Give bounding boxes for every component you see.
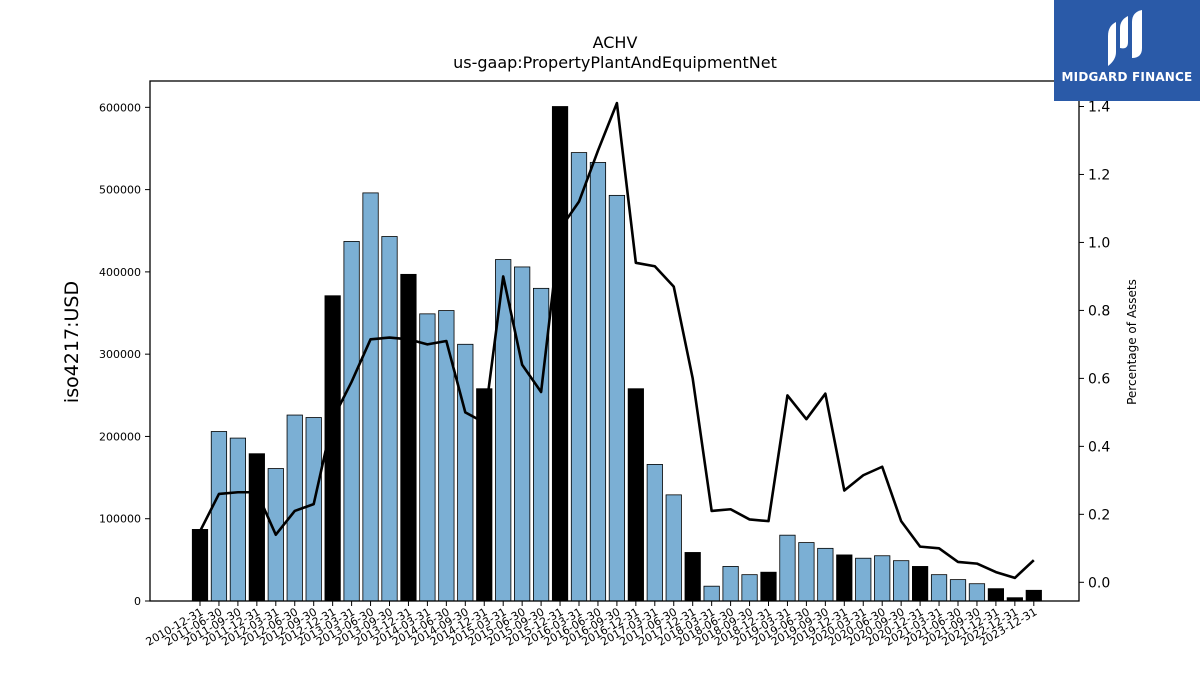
- y2-tick-label: 0.8: [1088, 303, 1110, 319]
- bar-series: [191, 106, 1042, 602]
- bar: [457, 343, 474, 602]
- bar: [893, 560, 910, 602]
- bar: [248, 453, 265, 602]
- bar: [343, 241, 360, 602]
- bar: [665, 494, 682, 602]
- y-tick-label: 600000: [99, 101, 141, 114]
- bar: [930, 574, 948, 602]
- bar: [362, 192, 379, 602]
- left-axis-ticks: 0 100000 200000 300000 400000 500000 600000: [99, 101, 150, 608]
- y-tick-label: 400000: [99, 266, 141, 279]
- bar: [419, 313, 436, 602]
- y2-tick-label: 1.4: [1088, 99, 1110, 115]
- bar: [722, 566, 739, 602]
- bar: [229, 437, 246, 602]
- x-axis-ticks: 2010-12-312011-06-302011-09-302011-12-31…: [144, 601, 1039, 649]
- y-tick-label: 0: [134, 595, 141, 608]
- bar: [210, 431, 228, 602]
- bar: [381, 236, 398, 602]
- y-tick-label: 200000: [99, 430, 141, 443]
- midgard-logo-icon: [1108, 10, 1142, 66]
- bar: [912, 566, 929, 602]
- chart-subtitle: us-gaap:PropertyPlantAndEquipmentNet: [453, 53, 777, 72]
- y2-tick-label: 1.0: [1088, 235, 1110, 251]
- chart-title: ACHV: [592, 33, 638, 52]
- bar: [874, 555, 891, 602]
- midgard-finance-logo: MIDGARD FINANCE: [1054, 0, 1200, 101]
- bar: [514, 266, 531, 602]
- y-axis-label: iso4217:USD: [61, 280, 83, 404]
- bar: [760, 571, 777, 602]
- bar: [703, 585, 720, 602]
- bar: [836, 554, 853, 602]
- percentage-line: [198, 101, 1035, 580]
- y-tick-label: 100000: [99, 513, 141, 526]
- y2-tick-label: 1.2: [1088, 167, 1110, 183]
- bar: [949, 579, 967, 602]
- right-axis-ticks: 0.0 0.2 0.4 0.6 0.8 1.0 1.2 1.4: [1079, 99, 1110, 591]
- y2-tick-label: 0.0: [1088, 575, 1110, 591]
- plot-frame: [149, 80, 1080, 602]
- bar: [627, 388, 644, 602]
- bar: [646, 464, 663, 602]
- bar: [608, 194, 626, 602]
- bar: [817, 547, 834, 602]
- bar: [305, 417, 322, 602]
- bar: [570, 152, 588, 602]
- bar: [798, 542, 815, 602]
- bar: [191, 529, 209, 602]
- bar: [551, 106, 569, 602]
- bar: [438, 310, 455, 602]
- y-tick-label: 300000: [99, 348, 141, 361]
- bar: [968, 583, 986, 602]
- y2-axis-label: Percentage of Assets: [1125, 279, 1139, 405]
- bar: [400, 273, 417, 602]
- y2-tick-label: 0.4: [1088, 439, 1110, 455]
- y2-tick-label: 0.2: [1088, 507, 1110, 523]
- bar: [684, 552, 701, 602]
- y-tick-label: 500000: [99, 184, 141, 197]
- bar: [589, 162, 607, 602]
- bar: [987, 588, 1005, 602]
- bar: [1025, 589, 1042, 602]
- y2-tick-label: 0.6: [1088, 371, 1110, 387]
- bar: [779, 534, 796, 602]
- bar: [855, 557, 872, 602]
- logo-text: MIDGARD FINANCE: [1061, 70, 1193, 84]
- bar: [741, 574, 758, 602]
